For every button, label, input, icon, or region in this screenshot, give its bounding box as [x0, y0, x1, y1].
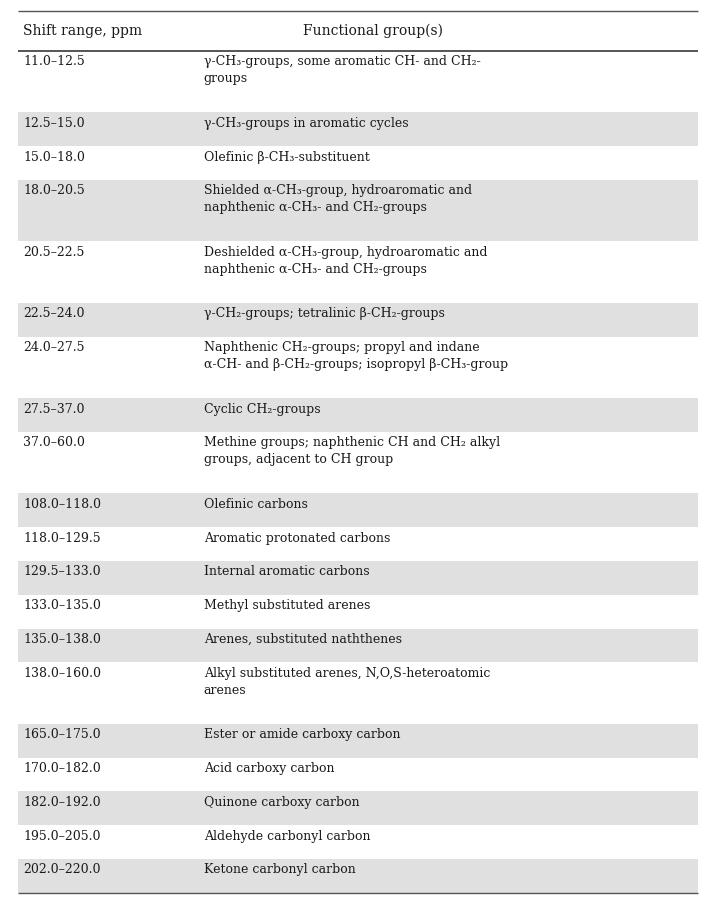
- Bar: [18, 724, 698, 758]
- Text: 170.0–182.0: 170.0–182.0: [23, 762, 101, 775]
- Bar: [18, 302, 698, 337]
- Text: Methyl substituted arenes: Methyl substituted arenes: [203, 599, 370, 612]
- Text: 12.5–15.0: 12.5–15.0: [23, 117, 85, 130]
- Bar: [18, 561, 698, 595]
- Text: 24.0–27.5: 24.0–27.5: [23, 341, 84, 354]
- Text: Alkyl substituted arenes, N,O,S-heteroatomic
arenes: Alkyl substituted arenes, N,O,S-heteroat…: [203, 667, 490, 697]
- Text: Shift range, ppm: Shift range, ppm: [23, 23, 142, 38]
- Text: 135.0–138.0: 135.0–138.0: [23, 633, 101, 646]
- Text: 20.5–22.5: 20.5–22.5: [23, 246, 84, 259]
- Bar: [18, 825, 698, 859]
- Bar: [18, 662, 698, 724]
- Text: 129.5–133.0: 129.5–133.0: [23, 565, 101, 579]
- Bar: [18, 595, 698, 628]
- Text: 22.5–24.0: 22.5–24.0: [23, 307, 84, 320]
- Text: 133.0–135.0: 133.0–135.0: [23, 599, 101, 612]
- Text: γ-CH₃-groups in aromatic cycles: γ-CH₃-groups in aromatic cycles: [203, 117, 408, 130]
- Bar: [18, 112, 698, 146]
- Text: Methine groups; naphthenic CH and CH₂ alkyl
groups, adjacent to CH group: Methine groups; naphthenic CH and CH₂ al…: [203, 436, 500, 466]
- Text: Acid carboxy carbon: Acid carboxy carbon: [203, 762, 334, 775]
- Text: Aromatic protonated carbons: Aromatic protonated carbons: [203, 532, 390, 544]
- Text: 182.0–192.0: 182.0–192.0: [23, 796, 101, 809]
- Bar: [18, 493, 698, 527]
- Text: 18.0–20.5: 18.0–20.5: [23, 184, 85, 197]
- Text: Deshielded α-CH₃-group, hydroaromatic and
naphthenic α-CH₃- and CH₂-groups: Deshielded α-CH₃-group, hydroaromatic an…: [203, 246, 487, 275]
- Text: 108.0–118.0: 108.0–118.0: [23, 498, 101, 511]
- Text: Arenes, substituted naththenes: Arenes, substituted naththenes: [203, 633, 402, 646]
- Text: 27.5–37.0: 27.5–37.0: [23, 402, 84, 416]
- Text: γ-CH₂-groups; tetralinic β-CH₂-groups: γ-CH₂-groups; tetralinic β-CH₂-groups: [203, 307, 444, 320]
- Text: Olefinic β-CH₃-substituent: Olefinic β-CH₃-substituent: [203, 150, 370, 164]
- Text: Aldehyde carbonyl carbon: Aldehyde carbonyl carbon: [203, 830, 370, 842]
- Bar: [18, 398, 698, 432]
- Text: Cyclic CH₂-groups: Cyclic CH₂-groups: [203, 402, 320, 416]
- Text: 15.0–18.0: 15.0–18.0: [23, 150, 85, 164]
- Bar: [18, 146, 698, 180]
- Text: 165.0–175.0: 165.0–175.0: [23, 728, 101, 742]
- Text: Olefinic carbons: Olefinic carbons: [203, 498, 308, 511]
- Text: Quinone carboxy carbon: Quinone carboxy carbon: [203, 796, 359, 809]
- Text: Ester or amide carboxy carbon: Ester or amide carboxy carbon: [203, 728, 400, 742]
- Text: Internal aromatic carbons: Internal aromatic carbons: [203, 565, 370, 579]
- Bar: [18, 241, 698, 302]
- Text: 11.0–12.5: 11.0–12.5: [23, 55, 85, 68]
- Bar: [18, 337, 698, 398]
- Text: Shielded α-CH₃-group, hydroaromatic and
naphthenic α-CH₃- and CH₂-groups: Shielded α-CH₃-group, hydroaromatic and …: [203, 184, 472, 214]
- Bar: [18, 628, 698, 662]
- Text: γ-CH₃-groups, some aromatic CH- and CH₂-
groups: γ-CH₃-groups, some aromatic CH- and CH₂-…: [203, 55, 480, 86]
- Bar: [18, 11, 698, 50]
- Bar: [18, 50, 698, 112]
- Bar: [18, 859, 698, 893]
- Text: 195.0–205.0: 195.0–205.0: [23, 830, 101, 842]
- Bar: [18, 527, 698, 561]
- Bar: [18, 758, 698, 791]
- Text: Ketone carbonyl carbon: Ketone carbonyl carbon: [203, 863, 356, 877]
- Text: 202.0–220.0: 202.0–220.0: [23, 863, 101, 877]
- Bar: [18, 180, 698, 241]
- Text: 138.0–160.0: 138.0–160.0: [23, 667, 101, 680]
- Text: 118.0–129.5: 118.0–129.5: [23, 532, 101, 544]
- Text: Functional group(s): Functional group(s): [303, 23, 443, 38]
- Bar: [18, 791, 698, 825]
- Text: Naphthenic CH₂-groups; propyl and indane
α-CH- and β-CH₂-groups; isopropyl β-CH₃: Naphthenic CH₂-groups; propyl and indane…: [203, 341, 508, 371]
- Bar: [18, 432, 698, 493]
- Text: 37.0–60.0: 37.0–60.0: [23, 436, 85, 449]
